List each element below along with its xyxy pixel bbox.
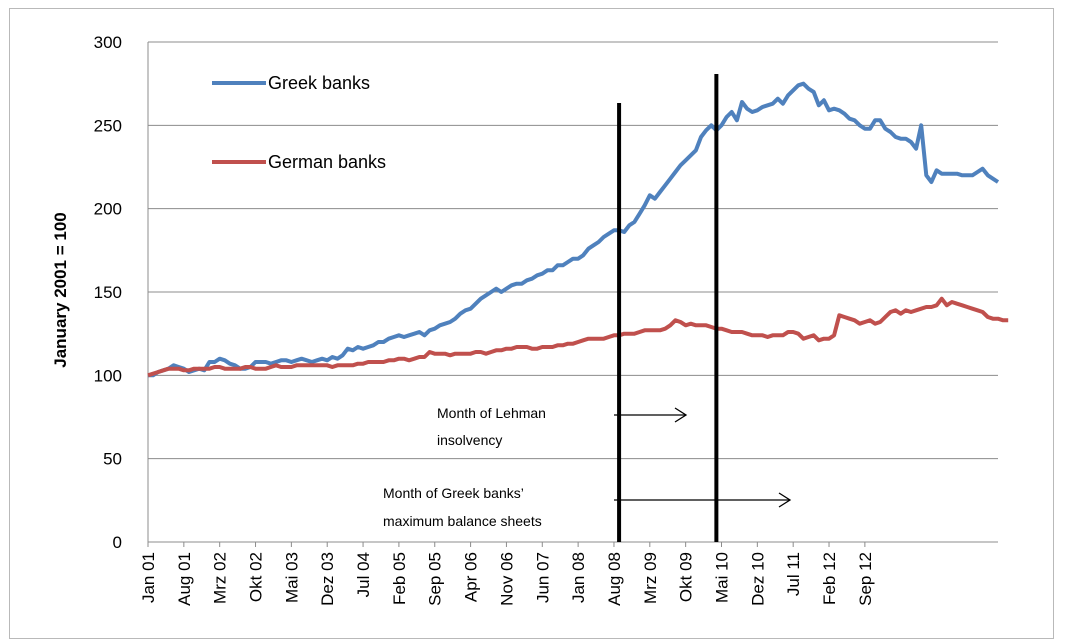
x-tick-label: Dez 10 [748, 552, 767, 606]
legend-label-german: German banks [268, 152, 386, 172]
x-tick-label: Mai 10 [713, 552, 732, 603]
x-tick-label: Sep 05 [426, 552, 445, 606]
x-tick-label: Jun 07 [533, 552, 552, 603]
y-tick-label: 100 [94, 366, 122, 385]
y-tick-label: 250 [94, 116, 122, 135]
y-tick-label: 300 [94, 33, 122, 52]
x-tick-label: Jan 01 [139, 552, 158, 603]
x-tick-label: Apr 06 [462, 552, 481, 602]
x-tick-label: Jan 08 [569, 552, 588, 603]
annotation-max-line2: maximum balance sheets [383, 513, 542, 529]
series-line-german [147, 296, 1009, 378]
x-tick-label: Sep 12 [856, 552, 875, 606]
x-tick-label: Mai 03 [282, 552, 301, 603]
x-tick-label: Mrz 02 [211, 552, 230, 604]
vertical-markers [617, 74, 719, 542]
y-tick-labels: 0 50 100 150 200 250 300 [94, 33, 122, 552]
y-tick-label: 150 [94, 283, 122, 302]
y-axis-label: January 2001 = 100 [51, 212, 70, 367]
y-tick-label: 50 [103, 450, 122, 469]
annotation-max-line1: Month of Greek banks’ [383, 485, 524, 501]
series-lines [147, 81, 1009, 378]
legend: Greek banks German banks [212, 73, 386, 172]
x-tick-labels: Jan 01 Aug 01 Mrz 02 Okt 02 Mai 03 Dez 03 Jul … [139, 542, 875, 606]
y-tick-label: 200 [94, 200, 122, 219]
x-tick-label: Feb 05 [390, 552, 409, 605]
x-tick-label: Jul 11 [784, 552, 803, 596]
x-tick-label: Mrz 09 [641, 552, 660, 604]
gridlines [147, 41, 998, 543]
x-tick-label: Feb 12 [820, 552, 839, 605]
arrow-max-head [778, 492, 792, 508]
annotation-lehman-line2: insolvency [437, 432, 502, 448]
x-tick-label: Jul 04 [354, 552, 373, 597]
legend-label-greek: Greek banks [268, 73, 370, 93]
annotation-arrows [614, 407, 792, 508]
x-tick-label: Aug 01 [175, 552, 194, 606]
x-tick-label: Dez 03 [318, 552, 337, 606]
y-tick-label: 0 [113, 533, 122, 552]
annotation-lehman-line1: Month of Lehman [437, 405, 546, 421]
x-tick-label: Aug 08 [605, 552, 624, 606]
annotations: Month of Lehman insolvency Month of Gree… [383, 405, 546, 529]
x-tick-label: Nov 06 [497, 552, 516, 606]
x-tick-label: Okt 09 [677, 552, 696, 602]
x-tick-label: Okt 02 [247, 552, 266, 602]
arrow-lehman-head [674, 407, 688, 423]
series-line-greek [148, 81, 1000, 378]
